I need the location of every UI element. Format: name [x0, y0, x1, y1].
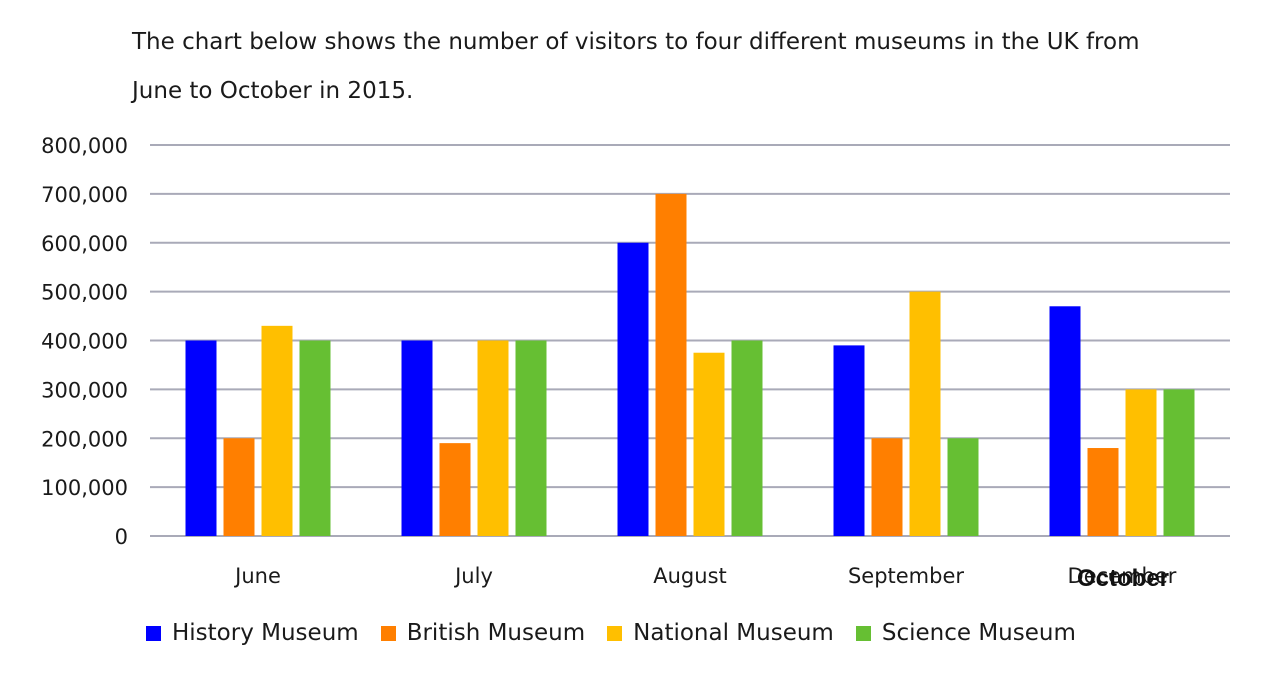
y-tick-label: 700,000 — [41, 183, 128, 207]
bar-national-museum — [1125, 389, 1157, 536]
bar-national-museum — [909, 291, 941, 536]
y-tick-label: 100,000 — [41, 476, 128, 500]
legend-swatch — [380, 625, 396, 641]
bars — [185, 193, 1195, 536]
bar-history-museum — [185, 340, 217, 536]
y-tick-label: 400,000 — [41, 330, 128, 354]
y-tick-label: 300,000 — [41, 378, 128, 402]
description-line-1: The chart below shows the number of visi… — [132, 29, 1140, 55]
legend-label: British Museum — [406, 620, 586, 646]
x-category-label: September — [848, 564, 964, 588]
bar-national-museum — [477, 340, 509, 536]
legend-label: Science Museum — [881, 620, 1076, 646]
bar-british-museum — [223, 438, 255, 536]
y-axis-tick-labels: 0 100,000 200,000 300,000 400,000 500,000 600,… — [41, 134, 128, 549]
legend-swatch — [607, 625, 623, 641]
chart-description: The chart below shows the number of visi… — [132, 18, 1212, 116]
x-category-label: December — [1068, 564, 1177, 588]
bar-history-museum — [1049, 306, 1081, 536]
y-tick-label: 800,000 — [41, 134, 128, 158]
bar-british-museum — [871, 438, 903, 536]
legend-swatch — [146, 625, 161, 641]
legend-item: History Museum — [146, 620, 359, 646]
x-category-overlay-label: October — [1077, 565, 1169, 592]
bar-science-museum — [731, 340, 763, 536]
bar-science-museum — [947, 438, 979, 536]
bar-british-museum — [1087, 448, 1119, 536]
bar-history-museum — [833, 345, 865, 536]
bar-british-museum — [655, 193, 687, 536]
bar-science-museum — [299, 340, 331, 536]
description-line-2: June to October in 2015. — [132, 78, 414, 104]
legend-item: National Museum — [607, 620, 834, 646]
legend-swatch — [855, 625, 871, 641]
bar-science-museum — [515, 340, 547, 536]
x-category-label: August — [653, 564, 727, 588]
x-category-label: July — [453, 564, 493, 588]
legend-label: History Museum — [172, 620, 359, 646]
bar-science-museum — [1163, 389, 1195, 536]
bar-history-museum — [401, 340, 433, 536]
bar-national-museum — [693, 352, 725, 536]
legend-label: National Museum — [633, 620, 834, 646]
y-tick-label: 0 — [115, 525, 128, 549]
y-tick-label: 600,000 — [41, 232, 128, 256]
y-tick-label: 200,000 — [41, 427, 128, 451]
bar-history-museum — [617, 242, 649, 536]
legend-item: Science Museum — [855, 620, 1076, 646]
bar-national-museum — [261, 325, 293, 536]
x-category-label: June — [233, 564, 281, 588]
y-tick-label: 500,000 — [41, 281, 128, 305]
legend: History Museum British Museum National Mus… — [146, 620, 1098, 646]
legend-item: British Museum — [380, 620, 586, 646]
bar-british-museum — [439, 443, 471, 536]
